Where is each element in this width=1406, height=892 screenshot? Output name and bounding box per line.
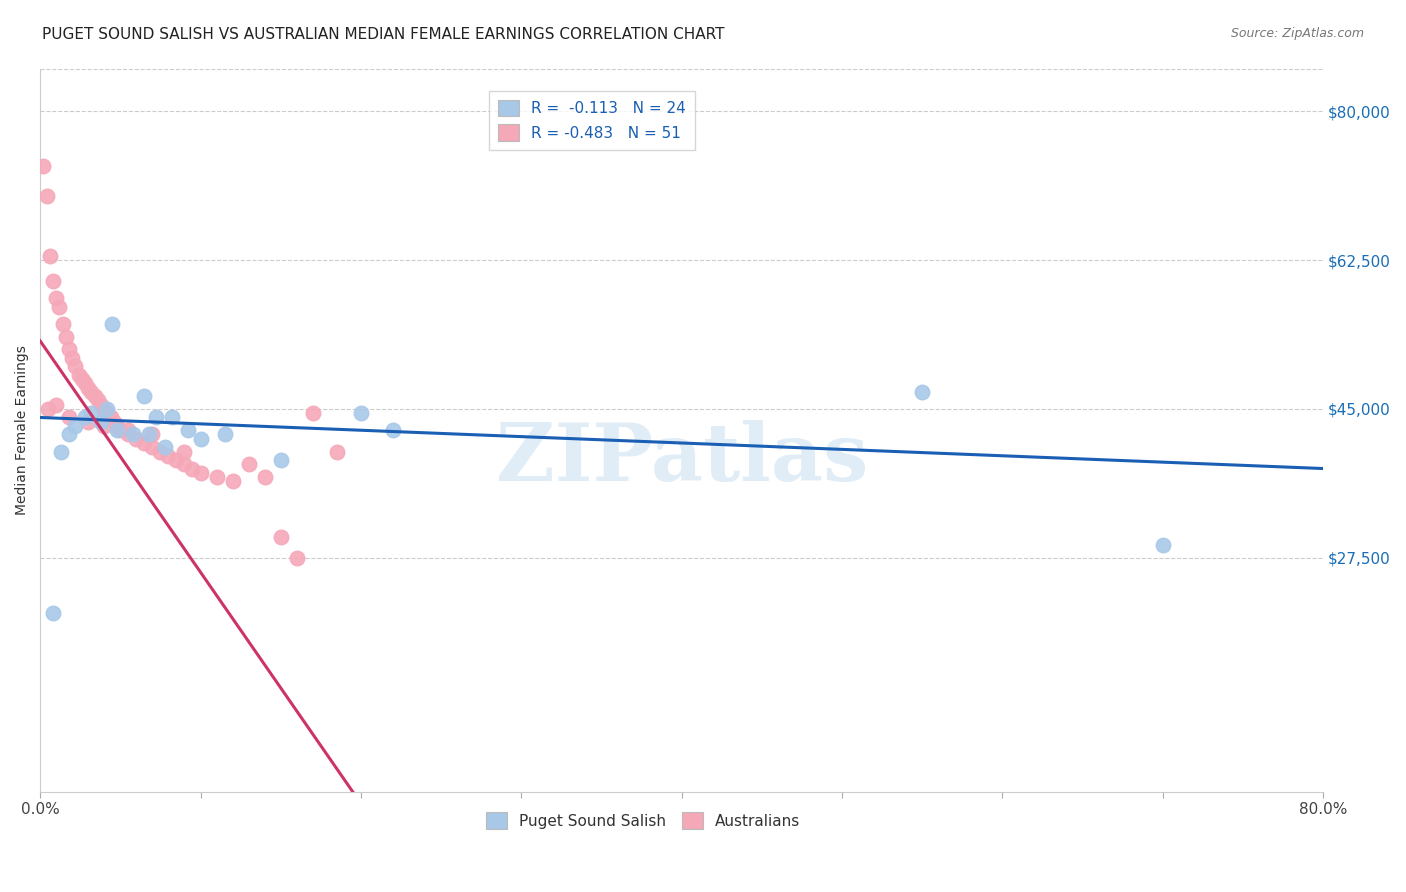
Point	[149, 444, 172, 458]
Point	[205, 470, 228, 484]
Point	[80, 384, 103, 399]
Point	[117, 423, 139, 437]
Point	[270, 530, 292, 544]
Point	[350, 406, 373, 420]
Point	[55, 329, 77, 343]
Point	[173, 457, 195, 471]
Point	[165, 453, 187, 467]
Point	[190, 432, 212, 446]
Point	[35, 189, 58, 203]
Point	[181, 461, 204, 475]
Point	[93, 419, 115, 434]
Point	[911, 384, 934, 399]
Point	[105, 419, 128, 434]
Point	[270, 453, 292, 467]
Legend: Puget Sound Salish, Australians: Puget Sound Salish, Australians	[479, 806, 807, 835]
Point	[110, 423, 132, 437]
Point	[45, 291, 67, 305]
Point	[65, 419, 87, 434]
Point	[70, 372, 93, 386]
Point	[65, 359, 87, 374]
Point	[42, 274, 65, 288]
Point	[214, 427, 236, 442]
Point	[80, 406, 103, 420]
Point	[67, 368, 90, 382]
Point	[190, 466, 212, 480]
Point	[77, 381, 100, 395]
Point	[58, 410, 80, 425]
Point	[238, 457, 260, 471]
Point	[32, 160, 55, 174]
Point	[105, 423, 128, 437]
Point	[37, 401, 59, 416]
Point	[96, 401, 118, 416]
Point	[221, 475, 243, 489]
Point	[253, 470, 276, 484]
Point	[77, 415, 100, 429]
Point	[382, 423, 405, 437]
Point	[42, 606, 65, 620]
Point	[141, 427, 163, 442]
Text: PUGET SOUND SALISH VS AUSTRALIAN MEDIAN FEMALE EARNINGS CORRELATION CHART: PUGET SOUND SALISH VS AUSTRALIAN MEDIAN …	[42, 27, 724, 42]
Point	[90, 415, 112, 429]
Point	[155, 440, 177, 454]
Point	[176, 423, 198, 437]
Point	[101, 317, 124, 331]
Point	[73, 410, 96, 425]
Point	[145, 410, 167, 425]
Point	[134, 436, 156, 450]
Point	[83, 389, 105, 403]
Point	[48, 300, 70, 314]
Point	[38, 249, 60, 263]
Point	[141, 440, 163, 454]
Point	[326, 444, 349, 458]
Point	[60, 351, 83, 365]
Point	[125, 432, 148, 446]
Point	[122, 427, 145, 442]
Point	[58, 427, 80, 442]
Point	[87, 393, 110, 408]
Point	[90, 398, 112, 412]
Point	[51, 317, 73, 331]
Point	[96, 406, 118, 420]
Point	[285, 550, 308, 565]
Point	[134, 389, 156, 403]
Point	[117, 427, 139, 442]
Point	[1152, 538, 1174, 552]
Point	[103, 415, 125, 429]
Point	[73, 376, 96, 391]
Point	[58, 343, 80, 357]
Text: ZIPatlas: ZIPatlas	[495, 420, 868, 498]
Text: Source: ZipAtlas.com: Source: ZipAtlas.com	[1230, 27, 1364, 40]
Point	[173, 444, 195, 458]
Point	[157, 449, 180, 463]
Point	[93, 401, 115, 416]
Point	[49, 444, 72, 458]
Point	[160, 410, 183, 425]
Y-axis label: Median Female Earnings: Median Female Earnings	[15, 345, 30, 516]
Point	[45, 398, 67, 412]
Point	[301, 406, 323, 420]
Point	[100, 410, 122, 425]
Point	[138, 427, 160, 442]
